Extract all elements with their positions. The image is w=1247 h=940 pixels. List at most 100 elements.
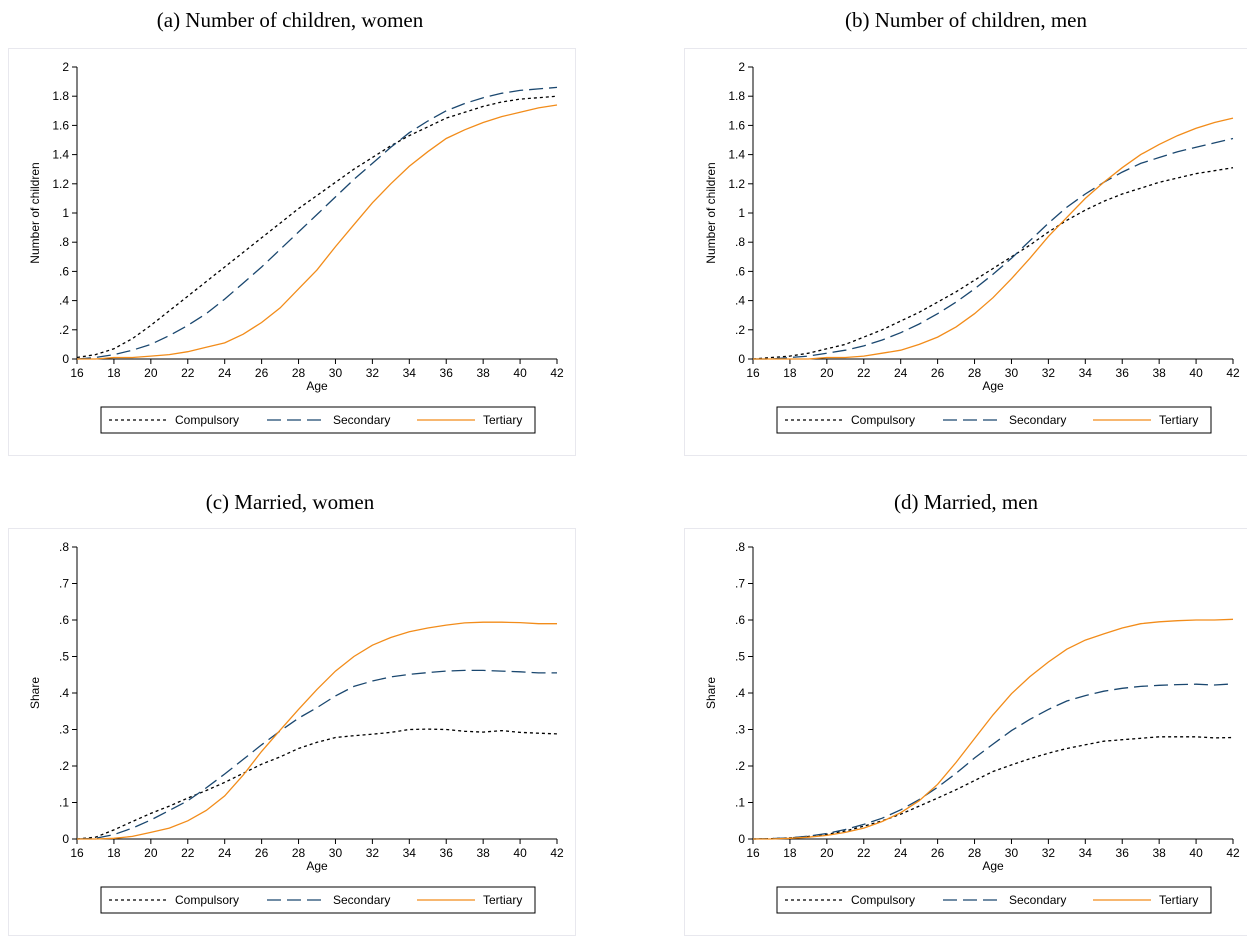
y-tick-label: 2 — [62, 60, 69, 74]
x-tick-label: 34 — [1079, 366, 1093, 380]
x-axis-title: Age — [306, 379, 328, 393]
y-tick-label: .8 — [735, 540, 745, 554]
x-tick-label: 22 — [181, 846, 195, 860]
x-tick-label: 22 — [181, 366, 195, 380]
x-tick-label: 38 — [476, 846, 490, 860]
series-line-tertiary — [753, 618, 1234, 840]
y-axis-title: Share — [28, 677, 42, 709]
y-tick-label: .5 — [59, 650, 69, 664]
x-tick-label: 32 — [366, 366, 380, 380]
x-tick-label: 22 — [857, 846, 871, 860]
panel-title-a: (a) Number of children, women — [156, 8, 424, 32]
y-tick-label: .1 — [59, 796, 69, 810]
y-tick-label: .8 — [735, 235, 745, 249]
x-tick-label: 16 — [746, 366, 760, 380]
x-tick-label: 40 — [1189, 846, 1203, 860]
x-tick-label: 28 — [968, 366, 982, 380]
x-tick-label: 40 — [513, 366, 527, 380]
x-tick-label: 28 — [292, 846, 306, 860]
x-axis-title: Age — [306, 859, 328, 873]
y-tick-label: .4 — [59, 686, 69, 700]
x-tick-label: 36 — [440, 366, 454, 380]
legend-label-secondary: Secondary — [333, 893, 390, 907]
x-tick-label: 36 — [440, 846, 454, 860]
y-tick-label: 0 — [738, 352, 745, 366]
y-tick-label: .6 — [735, 264, 745, 278]
y-tick-label: 0 — [738, 832, 745, 846]
legend-label-compulsory: Compulsory — [175, 893, 239, 907]
legend-label-tertiary: Tertiary — [483, 413, 522, 427]
x-tick-label: 28 — [968, 846, 982, 860]
x-tick-label: 20 — [820, 846, 834, 860]
y-tick-label: 0 — [62, 832, 69, 846]
chart-c: 0 .1 .2 .3 .4 .5 .6 .7 .8 16 18 20 22 24 26 28 30 32 34 36 3… — [28, 540, 564, 914]
series-line-compulsory — [752, 167, 1234, 360]
y-axis-title: Share — [704, 677, 718, 709]
chart-a: 0 .2 .4 .6 .8 1 1.2 1.4 1.6 1.8 2 16 18 20 22 24 26 28 30 3… — [28, 60, 564, 434]
y-tick-label: 1.2 — [728, 177, 745, 191]
x-tick-label: 30 — [1005, 846, 1019, 860]
x-tick-label: 28 — [292, 366, 306, 380]
x-tick-label: 20 — [820, 366, 834, 380]
series-line-compulsory — [752, 736, 1234, 840]
chart-d: 0 .1 .2 .3 .4 .5 .6 .7 .8 16 18 20 22 24 26 28 30 32 34 36 3… — [704, 540, 1240, 914]
x-tick-label: 32 — [1042, 366, 1056, 380]
x-tick-label: 32 — [1042, 846, 1056, 860]
y-tick-label: .4 — [735, 294, 745, 308]
y-tick-label: .1 — [735, 796, 745, 810]
y-tick-label: .6 — [735, 613, 745, 627]
x-tick-label: 16 — [70, 366, 84, 380]
x-tick-label: 20 — [144, 366, 158, 380]
panel-title-b: (b) Number of children, men — [844, 8, 1087, 32]
y-tick-label: .2 — [59, 759, 69, 773]
x-tick-label: 26 — [255, 846, 269, 860]
y-tick-label: .4 — [735, 686, 745, 700]
legend-label-compulsory: Compulsory — [851, 893, 915, 907]
x-tick-label: 26 — [931, 366, 945, 380]
x-tick-label: 42 — [1226, 366, 1240, 380]
legend-label-tertiary: Tertiary — [1159, 893, 1198, 907]
y-axis-title: Number of children — [28, 162, 42, 263]
y-tick-label: .8 — [59, 235, 69, 249]
y-tick-label: .7 — [735, 577, 745, 591]
y-tick-label: .8 — [59, 540, 69, 554]
x-tick-label: 38 — [1152, 366, 1166, 380]
x-tick-label: 40 — [513, 846, 527, 860]
x-tick-label: 30 — [329, 846, 343, 860]
y-tick-label: .2 — [735, 759, 745, 773]
x-tick-label: 24 — [218, 366, 232, 380]
panel-title-d: (d) Married, men — [893, 490, 1039, 514]
x-tick-label: 18 — [783, 366, 797, 380]
x-tick-label: 36 — [1116, 366, 1130, 380]
y-tick-label: 1 — [738, 206, 745, 220]
chart-b: 0 .2 .4 .6 .8 1 1.2 1.4 1.6 1.8 2 16 18 20 22 24 26 28 30 3… — [704, 60, 1240, 434]
x-tick-label: 38 — [1152, 846, 1166, 860]
chart-panel-b: 0 .2 .4 .6 .8 1 1.2 1.4 1.6 1.8 2 16 18 20 22 24 26 28 30 3… — [684, 48, 1247, 456]
series-line-tertiary — [77, 621, 557, 840]
series-line-compulsory — [76, 728, 558, 840]
y-tick-label: 1.6 — [728, 118, 745, 132]
y-tick-label: .7 — [59, 577, 69, 591]
y-tick-label: 1.8 — [728, 89, 745, 103]
x-tick-label: 18 — [783, 846, 797, 860]
legend-label-secondary: Secondary — [333, 413, 390, 427]
y-tick-label: 1 — [62, 206, 69, 220]
x-tick-label: 26 — [931, 846, 945, 860]
x-tick-label: 38 — [476, 366, 490, 380]
panel-title-c: (c) Married, women — [205, 490, 375, 514]
y-tick-label: 1.2 — [52, 177, 69, 191]
x-axis-title: Age — [982, 379, 1004, 393]
y-axis-title: Number of children — [704, 162, 718, 263]
x-tick-label: 18 — [107, 846, 121, 860]
series-line-secondary — [76, 669, 557, 840]
x-tick-label: 32 — [366, 846, 380, 860]
legend-label-tertiary: Tertiary — [483, 893, 522, 907]
x-tick-label: 16 — [746, 846, 760, 860]
y-tick-label: .4 — [59, 294, 69, 308]
chart-panel-d: 0 .1 .2 .3 .4 .5 .6 .7 .8 16 18 20 22 24 26 28 30 32 34 36 3… — [684, 528, 1247, 936]
x-tick-label: 42 — [550, 366, 564, 380]
series-line-secondary — [76, 86, 558, 360]
x-tick-label: 40 — [1189, 366, 1203, 380]
y-tick-label: 2 — [738, 60, 745, 74]
chart-panel-a: 0 .2 .4 .6 .8 1 1.2 1.4 1.6 1.8 2 16 18 20 22 24 26 28 30 3… — [8, 48, 576, 456]
